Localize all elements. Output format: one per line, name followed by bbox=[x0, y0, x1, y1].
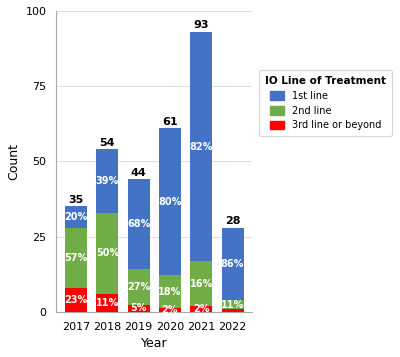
Text: 57%: 57% bbox=[64, 252, 88, 262]
Bar bbox=[159, 308, 181, 312]
Text: 61: 61 bbox=[162, 117, 178, 127]
Bar bbox=[190, 261, 212, 306]
Text: 39%: 39% bbox=[96, 176, 119, 186]
Bar bbox=[128, 270, 150, 305]
Text: 80%: 80% bbox=[158, 197, 182, 207]
Bar bbox=[128, 180, 150, 270]
Text: 18%: 18% bbox=[158, 287, 182, 297]
Bar bbox=[96, 213, 118, 294]
Text: 2%: 2% bbox=[162, 305, 178, 315]
Text: 35: 35 bbox=[68, 195, 84, 205]
Bar bbox=[65, 227, 87, 287]
X-axis label: Year: Year bbox=[141, 337, 168, 350]
Text: 54: 54 bbox=[100, 138, 115, 148]
Bar bbox=[159, 275, 181, 308]
Bar bbox=[190, 306, 212, 312]
Text: 20%: 20% bbox=[64, 212, 88, 222]
Bar bbox=[222, 227, 244, 300]
Bar bbox=[65, 287, 87, 312]
Text: 28: 28 bbox=[225, 216, 240, 226]
Bar bbox=[96, 149, 118, 213]
Text: 82%: 82% bbox=[190, 142, 213, 152]
Legend: 1st line, 2nd line, 3rd line or beyond: 1st line, 2nd line, 3rd line or beyond bbox=[259, 70, 392, 136]
Text: 5%: 5% bbox=[130, 303, 147, 313]
Text: 27%: 27% bbox=[127, 282, 150, 292]
Y-axis label: Count: Count bbox=[7, 143, 20, 180]
Text: 11%: 11% bbox=[96, 298, 119, 308]
Bar bbox=[96, 294, 118, 312]
Bar bbox=[65, 206, 87, 227]
Bar bbox=[222, 300, 244, 309]
Text: 93: 93 bbox=[194, 20, 209, 30]
Text: 68%: 68% bbox=[127, 220, 150, 230]
Text: 11%: 11% bbox=[221, 300, 244, 310]
Bar bbox=[222, 309, 244, 312]
Bar bbox=[190, 32, 212, 261]
Text: 50%: 50% bbox=[96, 248, 119, 258]
Text: 23%: 23% bbox=[64, 295, 88, 305]
Text: 2%: 2% bbox=[193, 304, 210, 314]
Text: 16%: 16% bbox=[190, 279, 213, 289]
Text: 86%: 86% bbox=[221, 259, 244, 269]
Text: 44: 44 bbox=[131, 168, 146, 178]
Bar bbox=[159, 128, 181, 275]
Bar bbox=[128, 305, 150, 312]
